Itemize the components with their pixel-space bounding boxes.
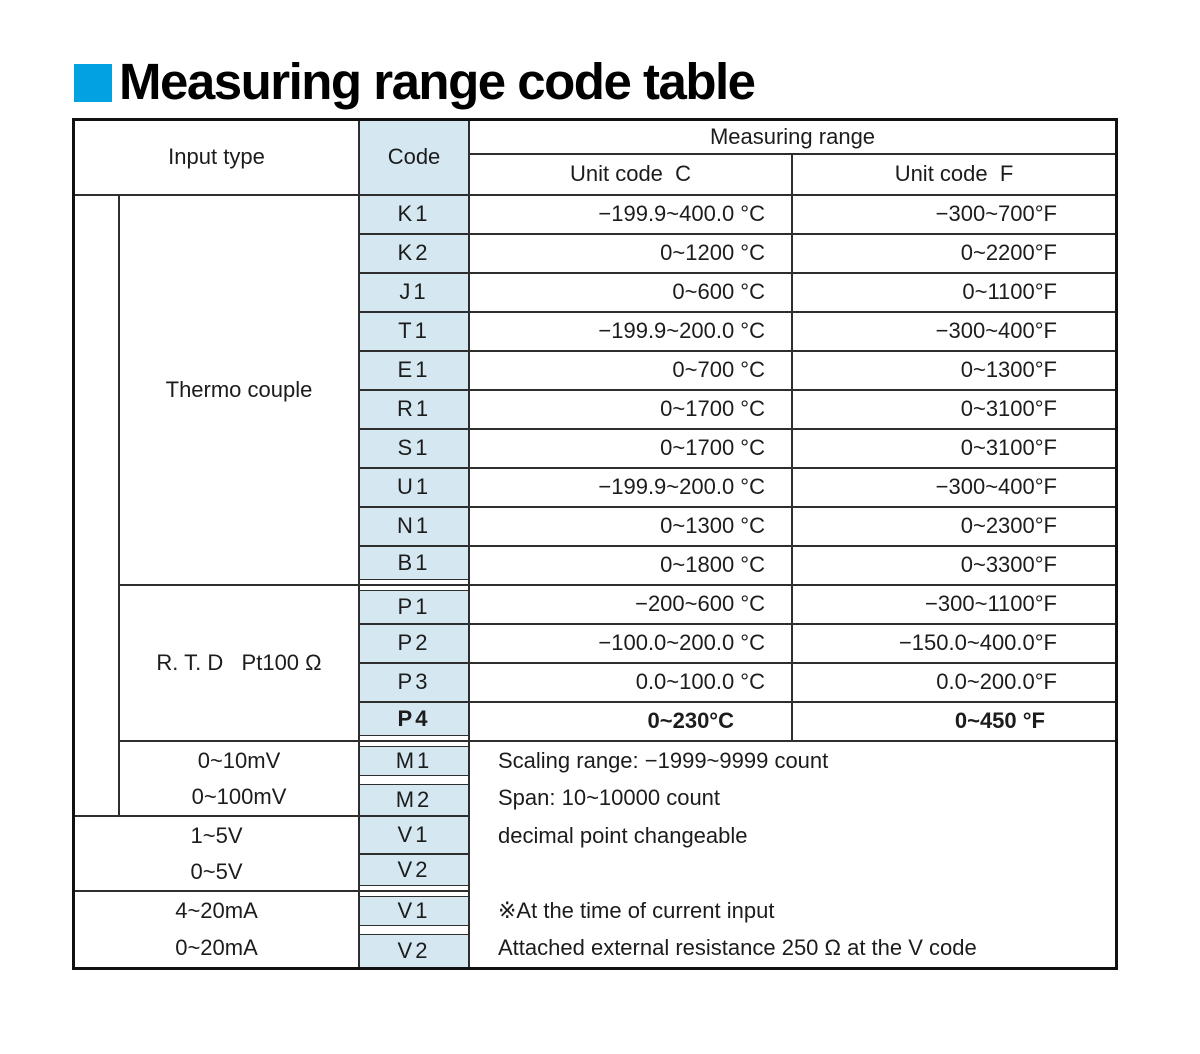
- note-scaling-range: Scaling range: −1999~9999 count: [498, 747, 829, 773]
- code-cell-t1: T1: [360, 313, 470, 352]
- code-chip: N1: [360, 508, 468, 545]
- range-c-p4: 0~230°C: [470, 703, 793, 742]
- code-cell-j1: J1: [360, 274, 470, 313]
- code-cell-k1: K1: [360, 196, 470, 235]
- range-f-p1: −300~1100°F: [793, 586, 1115, 625]
- range-c-k2: 0~1200 °C: [470, 235, 793, 274]
- range-f-k2: 0~2200°F: [793, 235, 1115, 274]
- range-f-j1: 0~1100°F: [793, 274, 1115, 313]
- range-f-n1: 0~2300°F: [793, 508, 1115, 547]
- note-current-input: ※At the time of current input: [498, 897, 775, 923]
- header-code: Code: [360, 121, 470, 196]
- code-chip: P3: [360, 664, 468, 701]
- note-external-resistance: Attached external resistance 250 Ω at th…: [498, 935, 977, 961]
- code-cell-e1: E1: [360, 352, 470, 391]
- code-cell-v2-ma: V2: [360, 929, 470, 967]
- range-c-t1: −199.9~200.0 °C: [470, 313, 793, 352]
- header-input-type: Input type: [75, 121, 360, 196]
- code-chip: S1: [360, 430, 468, 467]
- code-chip: P4: [360, 703, 468, 736]
- code-chip: V1: [360, 896, 468, 926]
- range-f-k1: −300~700°F: [793, 196, 1115, 235]
- range-f-t1: −300~400°F: [793, 313, 1115, 352]
- range-c-n1: 0~1300 °C: [470, 508, 793, 547]
- label-0-20ma: 0~20mA: [75, 929, 360, 967]
- code-cell-v2: V2: [360, 854, 470, 892]
- code-cell-p2: P2: [360, 625, 470, 664]
- code-cell-n1: N1: [360, 508, 470, 547]
- range-c-k1: −199.9~400.0 °C: [470, 196, 793, 235]
- header-unit-code-f: Unit code F: [793, 155, 1115, 196]
- range-c-p2: −100.0~200.0 °C: [470, 625, 793, 664]
- code-cell-v1: V1: [360, 817, 470, 855]
- measuring-range-code-table: Input type Code Measuring range Unit cod…: [72, 118, 1118, 970]
- code-cell-r1: R1: [360, 391, 470, 430]
- label-thermocouple: Thermo couple: [120, 196, 360, 586]
- range-f-s1: 0~3100°F: [793, 430, 1115, 469]
- header-measuring-range: Measuring range: [470, 121, 1115, 155]
- code-cell-k2: K2: [360, 235, 470, 274]
- code-chip: K1: [360, 196, 468, 233]
- range-c-r1: 0~1700 °C: [470, 391, 793, 430]
- code-cell-s1: S1: [360, 430, 470, 469]
- range-f-p4: 0~450 °F: [793, 703, 1115, 742]
- page-title-block: Measuring range code table: [74, 53, 756, 110]
- code-chip: P1: [360, 590, 468, 623]
- label-rtd-pt100: R. T. D Pt100 Ω: [120, 586, 360, 742]
- code-chip: V2: [360, 933, 468, 967]
- code-cell-p4: P4: [360, 703, 470, 742]
- range-f-p3: 0.0~200.0°F: [793, 664, 1115, 703]
- range-c-p3: 0.0~100.0 °C: [470, 664, 793, 703]
- code-cell-m1: M1: [360, 742, 470, 780]
- code-chip: B1: [360, 547, 468, 580]
- input-type-group-spacer: [75, 196, 120, 817]
- code-chip: E1: [360, 352, 468, 389]
- code-chip: V1: [360, 817, 468, 853]
- code-cell-m2: M2: [360, 779, 470, 817]
- code-chip: P2: [360, 625, 468, 662]
- label-0-100mv: 0~100mV: [120, 779, 360, 817]
- label-1-5v: 1~5V: [75, 817, 360, 855]
- code-cell-b1: B1: [360, 547, 470, 586]
- title-accent-square-icon: [74, 63, 112, 102]
- code-cell-v1-ma: V1: [360, 892, 470, 930]
- range-f-e1: 0~1300°F: [793, 352, 1115, 391]
- code-chip: M2: [360, 783, 468, 815]
- header-unit-code-c: Unit code C: [470, 155, 793, 196]
- code-chip: T1: [360, 313, 468, 350]
- range-f-r1: 0~3100°F: [793, 391, 1115, 430]
- range-c-p1: −200~600 °C: [470, 586, 793, 625]
- range-f-p2: −150.0~400.0°F: [793, 625, 1115, 664]
- label-0-10mv: 0~10mV: [120, 742, 360, 780]
- page-title: Measuring range code table: [119, 53, 756, 110]
- range-f-b1: 0~3300°F: [793, 547, 1115, 586]
- code-chip: J1: [360, 274, 468, 311]
- code-chip: R1: [360, 391, 468, 428]
- code-cell-p3: P3: [360, 664, 470, 703]
- range-c-b1: 0~1800 °C: [470, 547, 793, 586]
- code-chip: V2: [360, 854, 468, 886]
- range-c-j1: 0~600 °C: [470, 274, 793, 313]
- range-c-s1: 0~1700 °C: [470, 430, 793, 469]
- code-chip: U1: [360, 469, 468, 506]
- code-chip: M1: [360, 746, 468, 776]
- range-f-u1: −300~400°F: [793, 469, 1115, 508]
- range-c-e1: 0~700 °C: [470, 352, 793, 391]
- note-blank: [470, 855, 1115, 893]
- label-4-20ma: 4~20mA: [75, 892, 360, 930]
- code-cell-p1: P1: [360, 586, 470, 625]
- label-0-5v: 0~5V: [75, 854, 360, 892]
- note-span: Span: 10~10000 count: [498, 785, 721, 811]
- note-decimal-point: decimal point changeable: [498, 822, 748, 848]
- notes-cell: Scaling range: −1999~9999 count Span: 10…: [470, 742, 1115, 967]
- code-cell-u1: U1: [360, 469, 470, 508]
- range-c-u1: −199.9~200.0 °C: [470, 469, 793, 508]
- code-chip: K2: [360, 235, 468, 272]
